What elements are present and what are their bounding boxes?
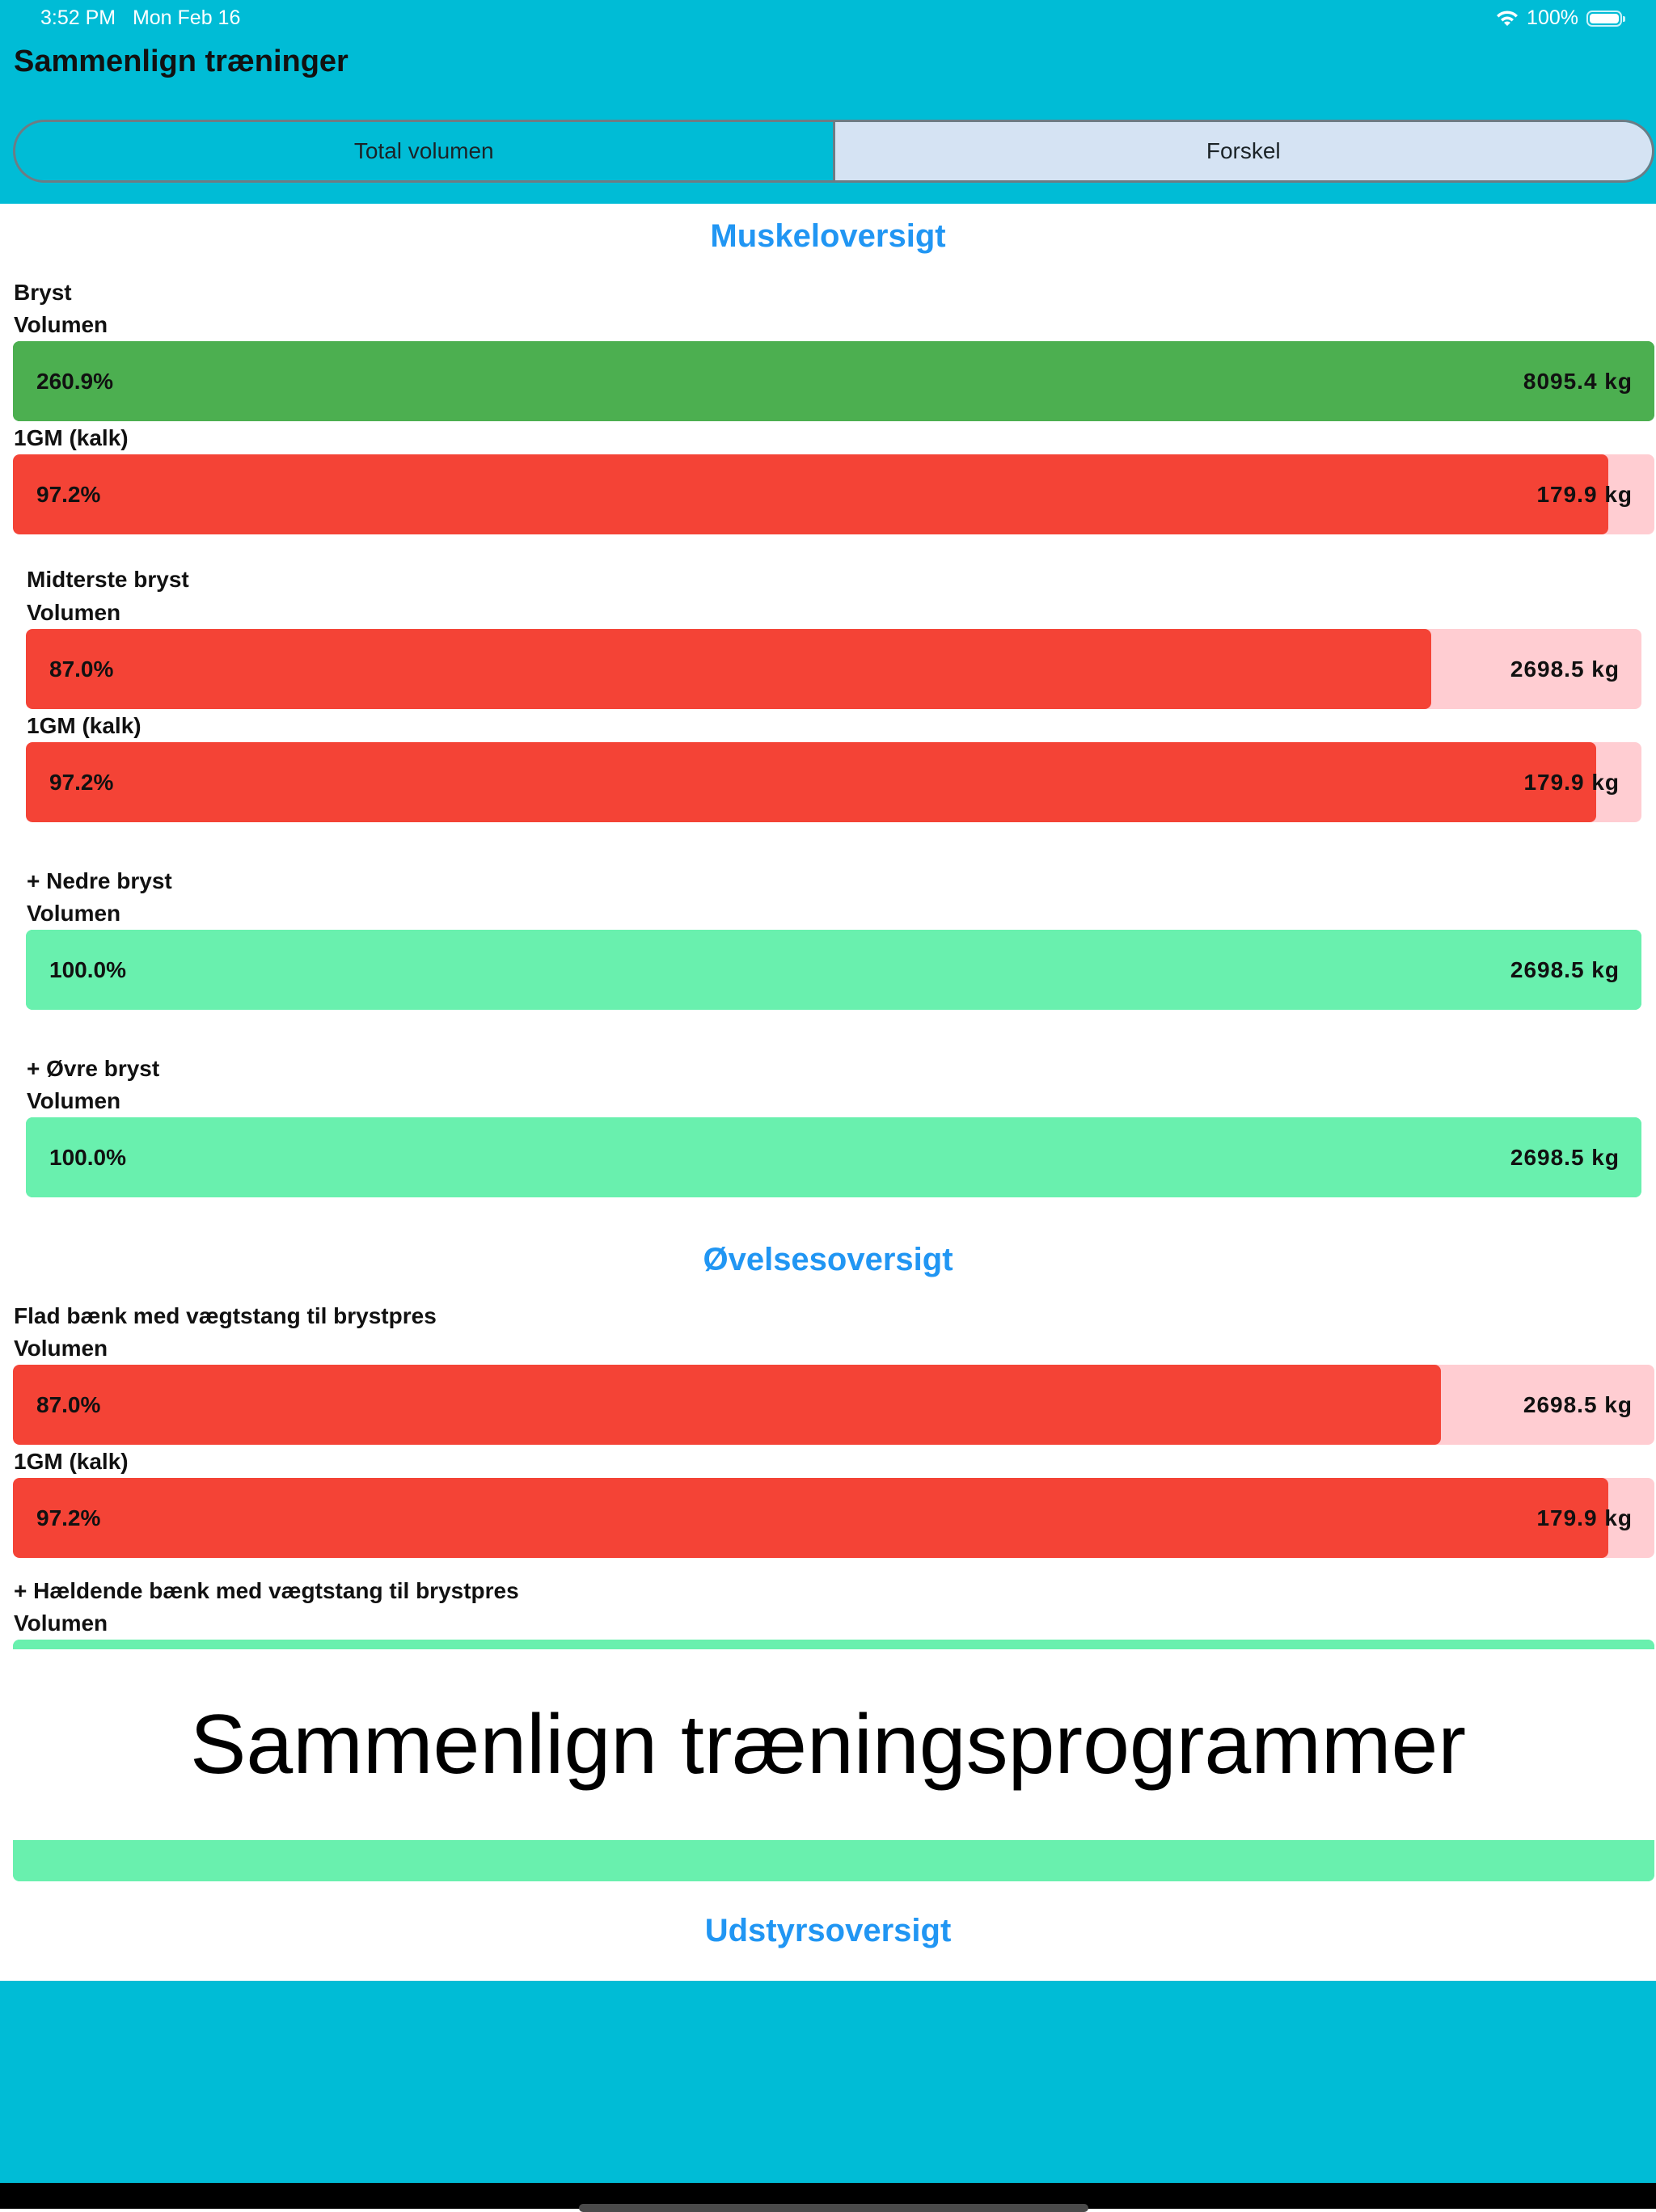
percent-value: 97.2% (36, 1505, 101, 1530)
page-title: Sammenlign træninger (14, 44, 349, 78)
battery-percent: 100% (1527, 6, 1578, 29)
exercise-name: Flad bænk med vægtstang til brystpres (14, 1303, 437, 1328)
muscle-group-name: Midterste bryst (27, 567, 189, 592)
section-title-muscles: Muskeloversigt (710, 218, 946, 254)
comparison-bar: 87.0% 2698.5 kg (26, 629, 1641, 709)
kg-value: 179.9 kg (1536, 1505, 1633, 1530)
comparison-bar: 87.0% 2698.5 kg (13, 1365, 1654, 1445)
metric-label: 1GM (kalk) (27, 713, 142, 738)
metric-label: Volumen (14, 312, 108, 337)
wifi-icon (1497, 10, 1519, 26)
percent-value: 97.2% (36, 481, 101, 507)
kg-value: 2698.5 kg (1523, 1391, 1633, 1417)
percent-value: 97.2% (49, 769, 114, 795)
kg-value: 2698.5 kg (1510, 656, 1620, 682)
percent-value: 100.0% (49, 956, 126, 982)
tab-forskel[interactable]: Forskel (832, 122, 1652, 180)
metric-label: 1GM (kalk) (14, 425, 129, 450)
percent-value: 260.9% (36, 368, 113, 394)
metric-label: Volumen (27, 600, 121, 625)
metric-label: 1GM (kalk) (14, 1449, 129, 1474)
kg-value: 2698.5 kg (1510, 1144, 1620, 1170)
bottom-bar (0, 1981, 1656, 2183)
kg-value: 2698.5 kg (1510, 956, 1620, 982)
kg-value: 179.9 kg (1536, 481, 1633, 507)
comparison-bar: 100.0% 2698.5 kg (26, 930, 1641, 1010)
percent-value: 87.0% (49, 656, 114, 682)
overlay-caption: Sammenlign træningsprogrammer (0, 1649, 1656, 1840)
bar-fill (13, 341, 1654, 421)
segmented-control: Total volumen Forskel (13, 120, 1654, 183)
kg-value: 179.9 kg (1523, 769, 1620, 795)
comparison-bar: 97.2% 179.9 kg (26, 742, 1641, 822)
tab-total-volumen[interactable]: Total volumen (353, 138, 494, 163)
metric-label: Volumen (27, 1088, 121, 1113)
bar-fill (13, 1478, 1609, 1558)
bar-fill (13, 1365, 1442, 1445)
bar-fill (26, 742, 1597, 822)
metric-label: Volumen (27, 901, 121, 926)
time-text: 3:52 PM (40, 6, 116, 29)
muscle-group-name: Bryst (14, 280, 72, 305)
bar-fill (26, 1117, 1641, 1197)
comparison-bar: 97.2% 179.9 kg (13, 454, 1654, 534)
percent-value: 87.0% (36, 1391, 101, 1417)
comparison-bar: 260.9% 8095.4 kg (13, 341, 1654, 421)
status-bar-time: 3:52 PM Mon Feb 16 (40, 6, 240, 30)
percent-value: 100.0% (49, 1144, 126, 1170)
bar-fill (26, 930, 1641, 1010)
date-text: Mon Feb 16 (132, 6, 241, 29)
muscle-group-name: + Øvre bryst (27, 1056, 160, 1081)
bar-fill (13, 454, 1609, 534)
bar-fill (26, 629, 1432, 709)
status-bar-right: 100% (1496, 6, 1625, 30)
home-indicator[interactable] (579, 2204, 1088, 2212)
muscle-group-name: + Nedre bryst (27, 868, 172, 893)
metric-label: Volumen (14, 1336, 108, 1361)
battery-icon (1586, 10, 1625, 27)
comparison-bar: 100.0% 2698.5 kg (26, 1117, 1641, 1197)
metric-label: Volumen (14, 1610, 108, 1636)
kg-value: 8095.4 kg (1523, 368, 1633, 394)
section-title-equipment: Udstyrsoversigt (704, 1913, 952, 1948)
exercise-name: + Hældende bænk med vægtstang til brystp… (14, 1578, 519, 1603)
comparison-bar: 97.2% 179.9 kg (13, 1478, 1654, 1558)
section-title-exercises: Øvelsesoversigt (703, 1242, 953, 1277)
